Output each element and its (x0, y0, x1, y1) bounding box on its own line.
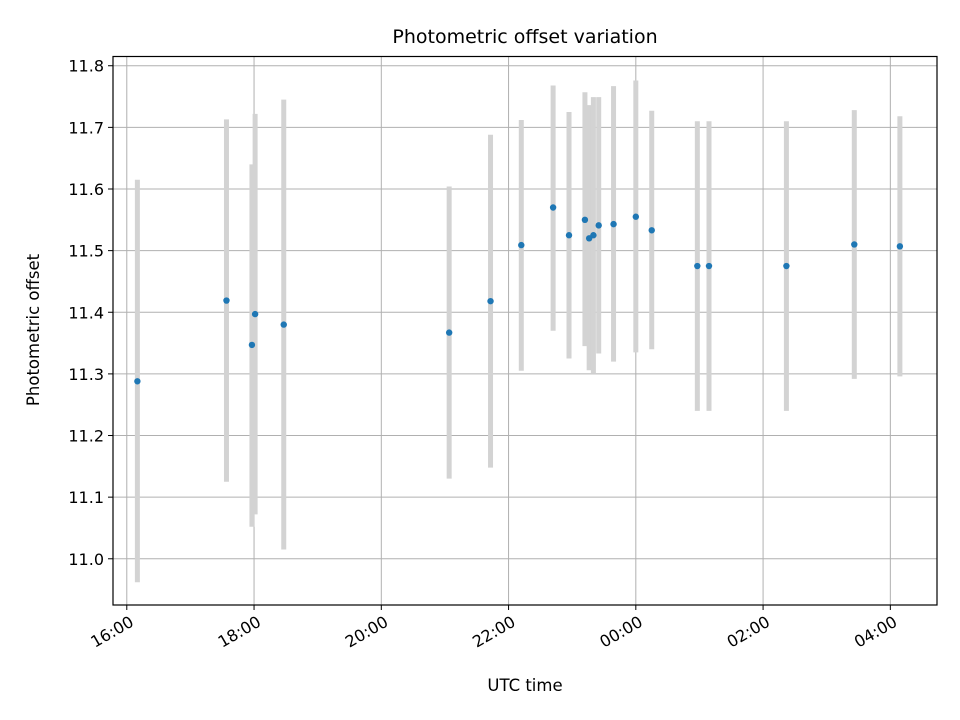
y-tick-label: 11.1 (68, 488, 104, 507)
data-point (223, 297, 230, 304)
data-point (565, 232, 573, 239)
data-point (518, 241, 525, 249)
plot-frame (112, 55, 938, 606)
y-axis-label: Photometric offset (24, 253, 43, 406)
data-point (632, 213, 640, 220)
data-point (896, 243, 904, 250)
data-point (248, 341, 256, 349)
y-axis-ticks: 11.0 11.1 11.2 11.3 11.4 11.5 11.6 11.7 11.8 (68, 57, 113, 569)
y-tick-label: 11.0 (68, 550, 104, 569)
data-point (610, 220, 617, 228)
y-tick-label: 11.6 (68, 180, 104, 199)
data-point (445, 329, 453, 336)
data-points (134, 204, 904, 385)
y-tick-label: 11.7 (68, 118, 104, 137)
data-point (783, 262, 790, 270)
y-tick-label: 11.4 (68, 303, 104, 322)
data-point (581, 216, 589, 224)
data-point (251, 310, 259, 318)
data-point (280, 321, 287, 328)
x-axis-label: UTC time (487, 676, 562, 695)
data-point (705, 262, 713, 270)
data-point (694, 262, 701, 270)
data-point (851, 241, 858, 248)
y-tick-label: 11.3 (68, 365, 104, 384)
y-tick-label: 11.5 (68, 242, 104, 261)
data-point (595, 222, 602, 229)
y-tick-label: 11.2 (68, 427, 104, 446)
data-point (487, 297, 494, 305)
y-tick-label: 11.8 (68, 57, 104, 76)
data-point (590, 232, 597, 239)
data-point (648, 227, 655, 234)
data-point (549, 204, 557, 211)
chart-title: Photometric offset variation (392, 26, 657, 48)
data-point (134, 378, 141, 385)
